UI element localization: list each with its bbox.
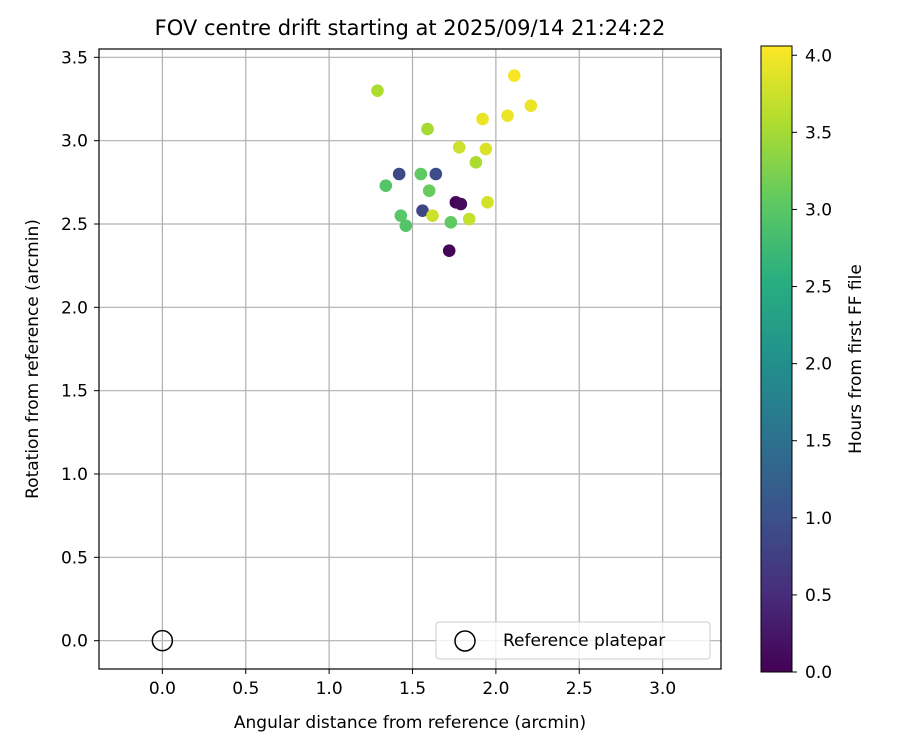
x-tick-label: 2.0: [482, 679, 509, 699]
x-tick-label: 2.5: [566, 679, 593, 699]
data-point: [421, 122, 434, 136]
data-point: [462, 212, 476, 226]
colorbar-label: Hours from first FF file: [846, 264, 866, 454]
y-tick-label: 3.0: [61, 132, 88, 152]
data-point: [444, 216, 458, 229]
legend-box: [435, 621, 711, 660]
data-point: [476, 112, 489, 126]
grid: [99, 49, 721, 669]
data-point: [469, 156, 483, 169]
colorbar-tick-label: 3.0: [805, 200, 832, 220]
y-tick-label: 1.5: [61, 382, 88, 402]
x-tick-label: 0.0: [149, 679, 176, 699]
y-tick-label: 0.5: [61, 548, 88, 568]
colorbar-gradient: [760, 45, 793, 673]
data-point: [426, 209, 439, 222]
legend: Reference platepar: [435, 621, 711, 660]
colorbar-tick-label: 1.5: [805, 432, 832, 452]
data-point: [454, 197, 468, 211]
legend-label: Reference platepar: [503, 631, 665, 651]
data-point: [394, 209, 408, 222]
colorbar-tick-label: 1.0: [805, 509, 832, 529]
x-tick-label: 1.5: [399, 679, 426, 699]
colorbar-tick-label: 4.0: [805, 46, 832, 66]
colorbar-tick-label: 3.5: [805, 123, 832, 143]
colorbar: 0.0 0.5 1.0 1.5 2.0 2.5 3.0 3.5 4.0 Hours from f…: [760, 45, 866, 683]
data-points: [371, 69, 538, 257]
y-axis-ticks: 0.0 0.5 1.0 1.5 2.0 2.5 3.0 3.5: [61, 48, 99, 652]
y-tick-label: 2.0: [61, 298, 88, 318]
chart-title: FOV centre drift starting at 2025/09/14 …: [155, 16, 666, 40]
data-point: [371, 84, 384, 97]
data-point: [416, 204, 429, 217]
y-tick-label: 0.0: [61, 632, 88, 652]
colorbar-ticks: 0.0 0.5 1.0 1.5 2.0 2.5 3.0 3.5 4.0: [792, 46, 832, 683]
data-point: [422, 184, 436, 197]
data-point: [399, 219, 413, 232]
colorbar-tick-label: 0.5: [805, 586, 832, 606]
x-tick-label: 1.0: [316, 679, 343, 699]
y-tick-label: 2.5: [61, 215, 88, 235]
data-point: [481, 196, 494, 209]
y-tick-label: 3.5: [61, 48, 88, 68]
y-tick-label: 1.0: [61, 465, 88, 485]
data-point: [501, 109, 514, 122]
legend-marker: [454, 630, 476, 652]
data-point: [524, 99, 538, 112]
data-point: [442, 244, 456, 257]
data-point: [479, 142, 493, 156]
colorbar-tick-label: 2.5: [805, 278, 832, 298]
data-point: [414, 167, 428, 181]
data-point: [507, 69, 521, 82]
x-tick-label: 0.5: [232, 679, 259, 699]
colorbar-tick-label: 2.0: [805, 355, 832, 375]
reference-marker: [151, 629, 174, 652]
x-axis-label: Angular distance from reference (arcmin): [234, 713, 586, 733]
x-tick-label: 3.0: [649, 679, 676, 699]
x-axis-ticks: 0.0 0.5 1.0 1.5 2.0 2.5 3.0: [149, 669, 676, 699]
data-point: [452, 141, 466, 154]
colorbar-tick-label: 0.0: [805, 663, 832, 683]
data-point: [429, 167, 443, 181]
data-point: [379, 179, 393, 192]
data-point: [392, 167, 406, 181]
plot-frame: [98, 48, 722, 670]
y-axis-label: Rotation from reference (arcmin): [23, 219, 43, 499]
